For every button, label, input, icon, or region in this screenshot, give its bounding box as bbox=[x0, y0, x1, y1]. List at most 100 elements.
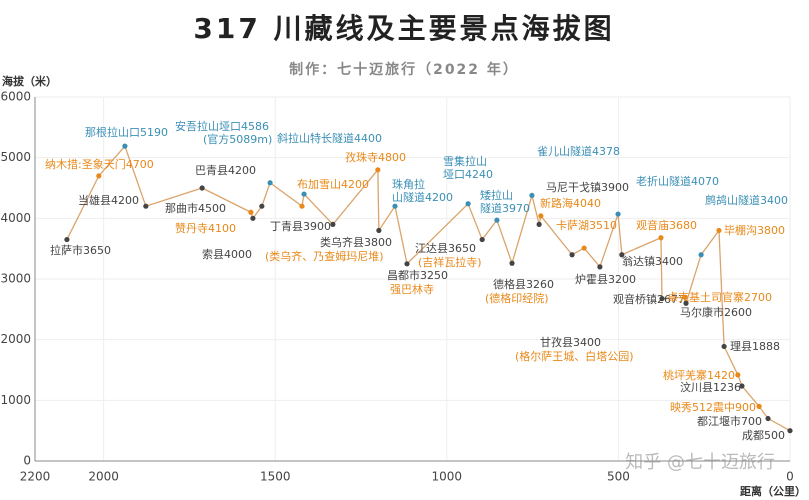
point-label: 布加雪山4200 bbox=[297, 178, 369, 191]
point bbox=[721, 343, 727, 350]
point-label: 丁青县3900 bbox=[270, 220, 331, 233]
point bbox=[682, 294, 688, 300]
point bbox=[96, 173, 102, 179]
chart-title: 317 川藏线及主要景点海拔图 bbox=[193, 12, 614, 45]
point bbox=[143, 203, 149, 209]
point-label: 那根拉山口5190 bbox=[85, 125, 168, 139]
point-label: 当雄县4200 bbox=[78, 193, 139, 207]
point-label: 孜珠寺4800 bbox=[345, 150, 406, 164]
x-tick-label: 2200 bbox=[20, 470, 51, 484]
point-note: (格尔萨王城、白塔公园) bbox=[515, 349, 634, 363]
point bbox=[615, 211, 621, 217]
point-label: 马尼干戈镇3900 bbox=[546, 180, 629, 194]
point-label: 巴青县4200 bbox=[195, 164, 256, 177]
point bbox=[597, 264, 603, 270]
y-tick-label: 2000 bbox=[0, 332, 31, 346]
point-label: 雀儿山隧道4378 bbox=[537, 144, 620, 158]
point-label: 赞丹寺4100 bbox=[175, 222, 236, 235]
x-tick-label: 2000 bbox=[88, 470, 119, 484]
point bbox=[581, 245, 587, 251]
point-label: 那曲市4500 bbox=[165, 201, 226, 215]
point-label: 昌都市3250 bbox=[387, 268, 448, 282]
y-axis-label: 海拔（米） bbox=[2, 74, 57, 88]
y-tick-label: 6000 bbox=[0, 90, 31, 104]
point-label: 隧道3970 bbox=[480, 201, 530, 215]
point-label: 山隧道4200 bbox=[392, 190, 453, 204]
point-label: 德格县3260 bbox=[493, 277, 554, 291]
point bbox=[529, 192, 535, 199]
point bbox=[569, 252, 575, 258]
point-label: 汶川县1236 bbox=[680, 380, 741, 394]
point bbox=[404, 261, 410, 267]
point-label: 甘孜县3400 bbox=[540, 335, 601, 349]
point-label: 毕棚沟3800 bbox=[724, 223, 785, 237]
point bbox=[756, 403, 762, 409]
point-label: 炉霍县3200 bbox=[575, 273, 636, 286]
point bbox=[259, 203, 265, 209]
point bbox=[330, 221, 336, 227]
point bbox=[765, 415, 771, 422]
point-label: 映秀512震中900 bbox=[670, 401, 756, 414]
chart-subtitle: 制作：七十迈旅行（2022 年） bbox=[289, 61, 519, 78]
point-note: (德格印经院) bbox=[485, 291, 549, 305]
point-label: 桃坪羌寨1420 bbox=[663, 368, 735, 382]
point bbox=[787, 428, 793, 434]
point-label: 类乌齐县3800 bbox=[320, 235, 392, 249]
point bbox=[267, 180, 273, 186]
y-tick-label: 3000 bbox=[0, 272, 31, 286]
point-label: 安吾拉山垭口4586 bbox=[175, 119, 269, 133]
point bbox=[659, 295, 665, 302]
point-label: 马尔康市2600 bbox=[680, 305, 752, 319]
y-tick-label: 1000 bbox=[0, 393, 31, 407]
point bbox=[250, 215, 256, 221]
x-tick-label: 1500 bbox=[260, 470, 291, 484]
watermark: 知乎 @七十迈旅行 bbox=[625, 452, 775, 473]
point-label: 索县4000 bbox=[202, 247, 252, 261]
point bbox=[658, 235, 664, 241]
point bbox=[536, 221, 542, 227]
point-label: 成都500 bbox=[742, 429, 785, 442]
point bbox=[735, 372, 741, 378]
point bbox=[509, 260, 515, 266]
point bbox=[698, 252, 704, 258]
point bbox=[299, 203, 305, 209]
point-label: 珠角拉 bbox=[392, 177, 425, 191]
point bbox=[465, 201, 471, 207]
point bbox=[494, 217, 500, 223]
point-label: 翁达镇3400 bbox=[622, 254, 683, 268]
point bbox=[538, 213, 544, 219]
point bbox=[199, 185, 205, 191]
point-label: 观音庙3680 bbox=[636, 218, 697, 232]
point-label: (官方5089m) bbox=[203, 132, 272, 146]
point-label: 卓克基土司官寨2700 bbox=[667, 290, 772, 304]
x-axis-label: 距离（公里） bbox=[740, 484, 806, 498]
point bbox=[375, 167, 381, 173]
point-label: 垭口4240 bbox=[443, 168, 493, 181]
point bbox=[479, 236, 485, 243]
y-tick-label: 0 bbox=[23, 454, 31, 468]
point bbox=[248, 209, 254, 215]
point-label: 纳木措:圣象天门4700 bbox=[45, 157, 154, 171]
point-note: 强巴林寺 bbox=[390, 282, 434, 296]
point-label: 斜拉山特长隧道4400 bbox=[277, 131, 382, 145]
point bbox=[122, 143, 128, 149]
point-label: 鹧鸪山隧道3400 bbox=[705, 193, 788, 207]
point bbox=[392, 203, 398, 209]
point bbox=[376, 227, 382, 234]
x-tick-label: 0 bbox=[786, 470, 794, 484]
point bbox=[619, 252, 625, 258]
point-label: 新路海4040 bbox=[540, 196, 601, 210]
point bbox=[64, 236, 70, 243]
point bbox=[739, 383, 745, 389]
point-label: 拉萨市3650 bbox=[50, 243, 111, 257]
point-note: (类乌齐、乃查姆玛尼堆) bbox=[265, 249, 384, 263]
x-tick-label: 1000 bbox=[432, 470, 463, 484]
point-label: 矮拉山 bbox=[480, 188, 513, 202]
point-label: 雪集拉山 bbox=[443, 154, 487, 168]
point-label: 卡萨湖3510 bbox=[556, 219, 617, 232]
y-tick-label: 5000 bbox=[0, 150, 31, 164]
point-label: 观音桥镇2677 bbox=[613, 292, 685, 306]
point-label: 江达县3650 bbox=[415, 242, 476, 255]
x-tick-label: 500 bbox=[607, 470, 630, 484]
